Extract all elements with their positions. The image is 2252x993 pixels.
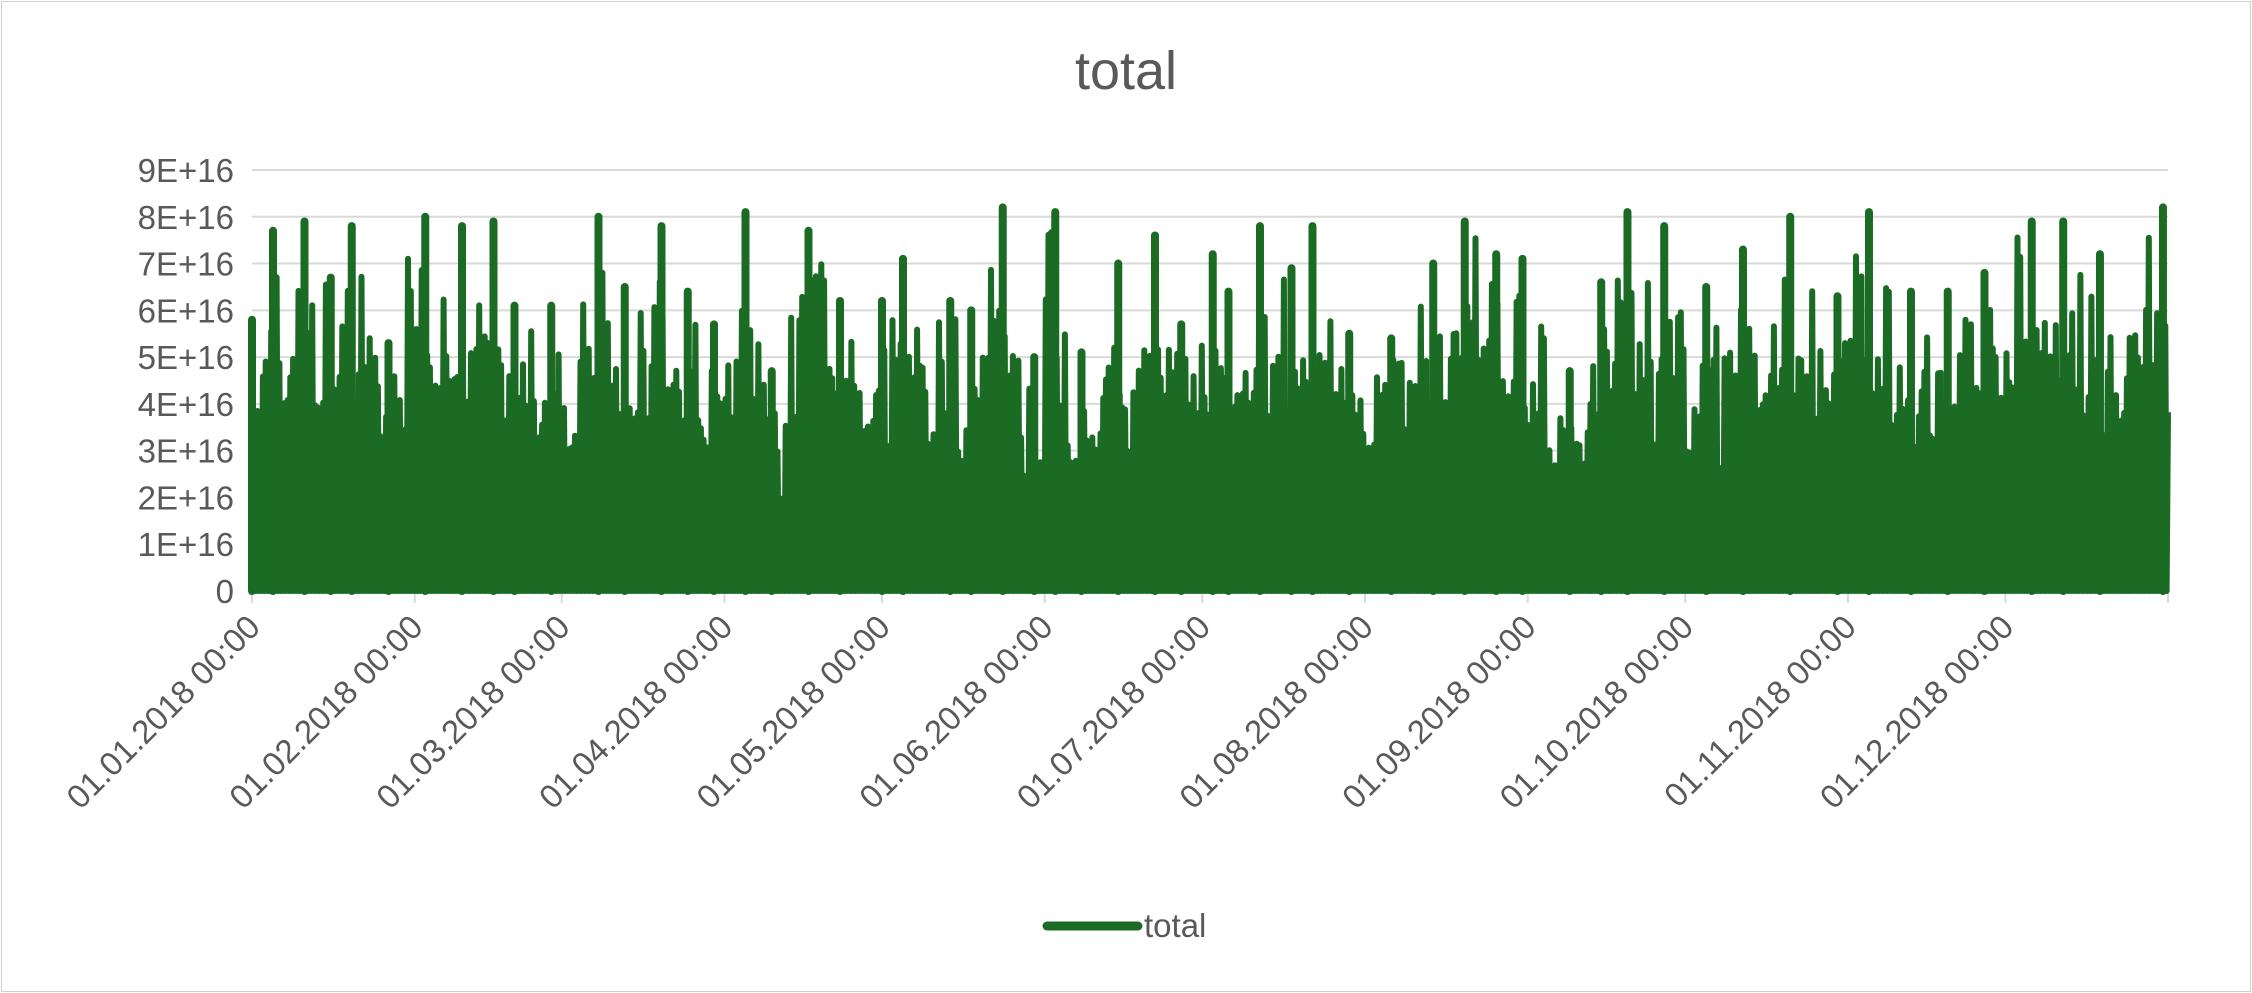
y-tick-label: 1E+16 xyxy=(138,526,234,563)
legend: total xyxy=(1042,907,1206,944)
y-axis-tick-labels: 0 1E+16 2E+16 3E+16 4E+16 5E+16 6E+16 7E+16 8E+1… xyxy=(138,152,234,610)
series-total xyxy=(248,203,2171,595)
y-tick-label: 4E+16 xyxy=(138,386,234,423)
y-tick-label: 3E+16 xyxy=(138,433,234,470)
legend-label-total: total xyxy=(1144,907,1206,944)
y-tick-label: 8E+16 xyxy=(138,199,234,236)
y-tick-label: 0 xyxy=(216,573,234,610)
y-tick-label: 5E+16 xyxy=(138,339,234,376)
y-tick-label: 2E+16 xyxy=(138,479,234,516)
chart-title: total xyxy=(1074,41,1178,101)
y-tick-label: 7E+16 xyxy=(138,246,234,283)
y-tick-label: 6E+16 xyxy=(138,292,234,329)
y-tick-label: 9E+16 xyxy=(138,152,234,189)
